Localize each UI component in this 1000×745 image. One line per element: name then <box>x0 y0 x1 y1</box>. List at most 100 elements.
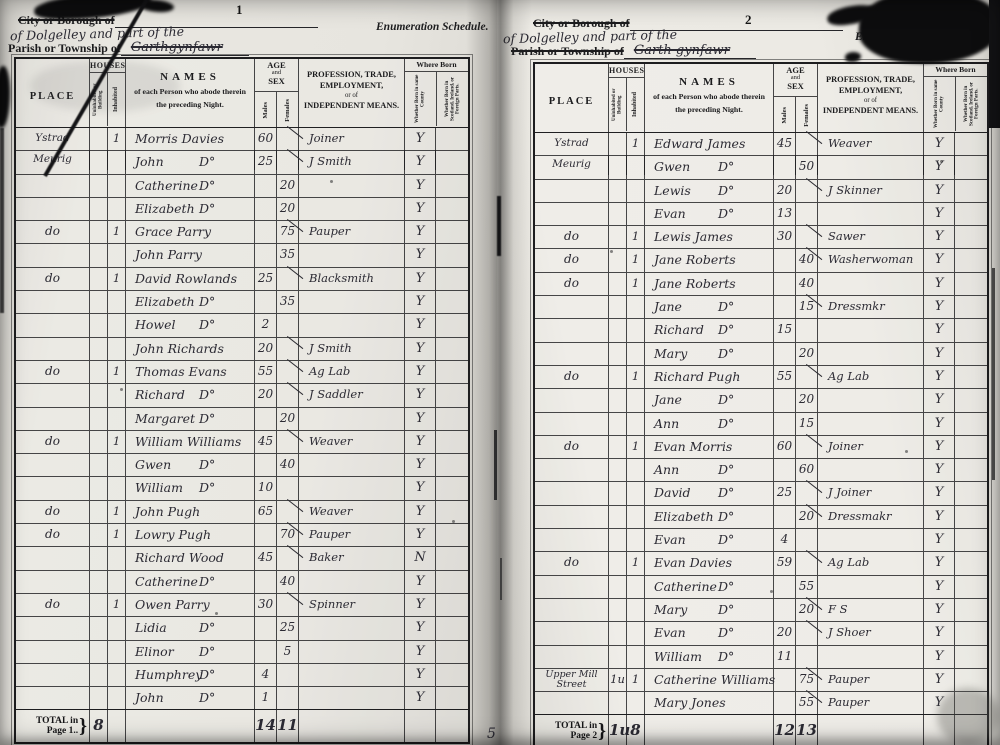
name-cell: Lidia D° <box>126 617 255 640</box>
born-same-county-cell: Y <box>924 365 955 389</box>
houses-inhabited-cell <box>627 622 645 645</box>
age-males-cell: 59 <box>774 552 796 575</box>
age-females-cell <box>277 337 299 360</box>
age-males-cell <box>774 575 796 598</box>
name-cell: Catherine D° <box>126 174 255 197</box>
ditto-mark: D° <box>717 485 735 501</box>
ditto-mark: D° <box>198 666 216 682</box>
census-row: Elizabeth D° 20 Y <box>16 197 468 222</box>
profession-cell: J Shoer <box>818 622 924 645</box>
houses-uninhabited-cell <box>90 640 108 663</box>
houses-inhabited-cell <box>108 151 126 174</box>
houses-inhabited-cell <box>108 570 126 593</box>
person-name: Jane Roberts <box>654 252 736 268</box>
name-cell: Elinor D° <box>126 640 255 663</box>
born-same-county-cell: Y <box>405 337 436 360</box>
houses-uninhabited-cell <box>609 133 627 175</box>
person-name: Lowry Pugh <box>135 527 212 543</box>
name-cell: Catherine Williams <box>645 668 775 692</box>
houses-uninhabited-cell <box>90 547 108 570</box>
age-males-cell: 25 <box>255 151 277 174</box>
total-uninhabited: 1u <box>609 715 630 745</box>
born-elsewhere-cell <box>955 296 987 318</box>
column-header-born-same-county: Whether Born in same County <box>415 74 426 124</box>
houses-uninhabited-cell <box>90 337 108 360</box>
census-row: Humphrey D° 4 Y <box>16 663 468 688</box>
total-males: 14 <box>255 710 277 743</box>
profession-cell: Weaver <box>299 430 405 454</box>
person-name: Lewis <box>654 182 691 198</box>
age-females-cell: 55 <box>796 575 818 598</box>
name-cell: Morris Davies <box>126 128 255 170</box>
age-females-cell <box>277 593 299 617</box>
place-cell <box>16 617 90 640</box>
houses-inhabited-cell: 1 <box>108 360 126 384</box>
houses-uninhabited-cell <box>609 389 627 412</box>
houses-inhabited-cell <box>627 202 645 226</box>
name-cell: Catherine D° <box>126 570 255 593</box>
place-cell: do <box>535 226 609 249</box>
person-name: Gwen <box>654 159 691 175</box>
person-name: Elizabeth <box>654 508 714 524</box>
census-table: PLACE HOUSES. Uninhabited or Building In… <box>11 53 473 745</box>
profession-cell <box>818 645 924 668</box>
born-same-county-cell: Y <box>924 645 955 668</box>
born-elsewhere-cell <box>436 151 468 173</box>
houses-uninhabited-cell <box>90 267 108 291</box>
profession-cell <box>299 197 405 221</box>
place-cell <box>16 547 90 570</box>
houses-inhabited-cell <box>627 505 645 529</box>
houses-inhabited-cell <box>108 547 126 570</box>
born-same-county-cell: Y <box>924 156 955 179</box>
profession-cell: Joiner <box>818 435 924 459</box>
person-name: Elizabeth <box>135 294 195 310</box>
census-row: Jane D° 20 Y <box>535 389 987 413</box>
born-elsewhere-cell <box>436 408 468 430</box>
age-males-cell <box>255 244 277 267</box>
census-row: Ann D° 60 Y <box>535 459 987 483</box>
born-elsewhere-cell <box>955 459 987 481</box>
houses-uninhabited-cell <box>609 645 627 668</box>
profession-cell: Sawer <box>818 226 924 249</box>
houses-uninhabited-cell <box>609 459 627 482</box>
houses-inhabited-cell <box>108 477 126 500</box>
born-elsewhere-cell <box>436 594 468 616</box>
place-cell <box>535 179 609 202</box>
place-cell <box>535 202 609 226</box>
houses-uninhabited-cell <box>90 524 108 547</box>
name-cell: Margaret D° <box>126 407 255 430</box>
houses-inhabited-cell <box>108 687 126 710</box>
person-name: Evan <box>654 625 686 641</box>
ink-streak-left-edge <box>0 128 4 313</box>
ditto-mark: D° <box>717 392 735 408</box>
born-elsewhere-cell <box>955 226 987 248</box>
blank-rule <box>114 14 318 28</box>
houses-inhabited-cell: 1 <box>108 524 126 547</box>
age-females-cell: 35 <box>277 244 299 267</box>
born-elsewhere-cell <box>436 291 468 313</box>
person-name: David <box>654 485 691 501</box>
houses-uninhabited-cell <box>609 552 627 575</box>
column-header-females: Females <box>283 98 291 122</box>
houses-uninhabited-cell <box>609 249 627 272</box>
ditto-mark: D° <box>198 573 216 589</box>
name-cell: Jane Roberts <box>645 272 774 296</box>
profession-cell: J Smith <box>299 337 405 360</box>
ditto-mark: D° <box>717 508 735 524</box>
profession-cell <box>818 575 924 598</box>
houses-uninhabited-cell <box>609 692 627 715</box>
profession-cell <box>299 617 405 640</box>
person-name: Evan <box>654 205 686 221</box>
ditto-mark: D° <box>717 601 735 617</box>
born-same-county-cell: Y <box>405 593 436 617</box>
place-cell <box>535 645 609 668</box>
born-elsewhere-cell <box>436 687 468 709</box>
born-same-county-cell: Y <box>924 179 955 202</box>
born-elsewhere-cell <box>436 524 468 546</box>
profession-cell <box>299 174 405 197</box>
person-name: John <box>135 154 164 170</box>
age-males-cell: 4 <box>255 663 277 687</box>
age-males-cell: 1 <box>255 687 277 710</box>
census-row: Ystrad Meurig 1 Edward James 45 Weaver Y <box>535 133 987 175</box>
parish-name-value: Garth gynfawr <box>623 43 756 59</box>
